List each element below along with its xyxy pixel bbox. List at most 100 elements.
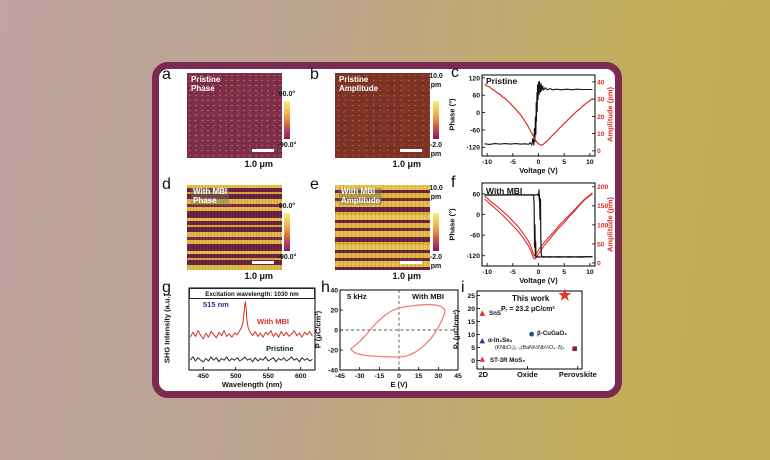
svg-text:200: 200 [597, 184, 609, 191]
afm-image-pristine-phase: Pristine Phase [187, 73, 282, 158]
afm-image-title: Pristine Amplitude [339, 75, 379, 93]
svg-text:100: 100 [597, 222, 609, 229]
svg-text:25: 25 [467, 293, 475, 300]
peak-label-515nm: 515 nm [203, 300, 229, 309]
colorbar-min-label-d: -90.0° [277, 254, 297, 261]
colorbar-amplitude-b [433, 101, 439, 139]
chart-pe-hysteresis: -45 -30 -15 0 15 30 45 40 20 0 -20 -40 [328, 287, 462, 380]
axis-label-amplitude-c: Amplitude (pm) [605, 87, 615, 142]
svg-text:Oxide: Oxide [517, 370, 538, 379]
colorbar-phase-a [284, 101, 290, 139]
panel-letter-f: f [451, 174, 456, 191]
afm-image-title: With MBI Phase [191, 187, 230, 205]
panel-letter-g: g [162, 279, 171, 296]
afm-image-mbi-phase: With MBI Phase [187, 185, 282, 270]
svg-text:5: 5 [562, 159, 566, 166]
svg-text:2D: 2D [479, 370, 489, 379]
panel-letter-d: d [162, 176, 171, 193]
axis-label-voltage-c: Voltage (V) [519, 166, 558, 175]
svg-text:150: 150 [597, 203, 609, 210]
svg-text:500: 500 [230, 373, 242, 380]
svg-text:-60: -60 [470, 233, 480, 240]
svg-text:600: 600 [295, 373, 307, 380]
excitation-wavelength-box: Excitation wavelength: 1030 nm [189, 288, 315, 299]
svg-text:50: 50 [597, 241, 605, 248]
svg-text:-5: -5 [510, 269, 516, 276]
svg-text:45: 45 [454, 373, 462, 380]
svg-text:15: 15 [467, 319, 475, 326]
panel-letter-i: i [461, 279, 465, 296]
scale-bar [252, 261, 274, 264]
svg-text:30: 30 [435, 373, 443, 380]
point-label-mos2: ST-3R MoS₂ [490, 357, 526, 364]
svg-text:20: 20 [597, 114, 605, 121]
colorbar-max-label-d: 90.0° [278, 203, 296, 210]
scalebar-label-d: 1.0 μm [244, 271, 273, 281]
svg-text:0: 0 [476, 212, 480, 219]
sample-label-with-mbi: With MBI [412, 292, 445, 301]
chart-f-title: With MBI [486, 186, 523, 196]
colorbar-min-label-e: -2.0 pm [429, 254, 443, 270]
axis-label-phase-f: Phase (°) [447, 208, 457, 241]
chart-pr-comparison: 2D Oxide Perovskite 25 20 15 10 5 0 [467, 290, 597, 379]
afm-image-pristine-amplitude: Pristine Amplitude [335, 73, 430, 158]
panel-letter-b: b [310, 66, 319, 83]
panel-letter-c: c [451, 64, 459, 81]
svg-text:0: 0 [537, 269, 541, 276]
colorbar-amplitude-e [433, 213, 439, 251]
svg-text:40: 40 [597, 79, 605, 86]
svg-text:-20: -20 [328, 347, 338, 354]
svg-text:-120: -120 [466, 145, 480, 152]
svg-text:450: 450 [198, 373, 210, 380]
svg-text:10: 10 [467, 332, 475, 339]
svg-text:-40: -40 [328, 367, 338, 374]
svg-text:0: 0 [334, 327, 338, 334]
svg-text:-45: -45 [335, 373, 345, 380]
panel-letter-a: a [162, 66, 171, 83]
afm-image-title: Pristine Phase [191, 75, 221, 93]
chart-c-title: Pristine [486, 76, 518, 86]
this-work-label: This work [512, 294, 550, 303]
point-label-in2se3: α-In₂Se₃ [488, 337, 513, 344]
axis-label-voltage-f: Voltage (V) [519, 276, 558, 285]
svg-text:15: 15 [415, 373, 423, 380]
colorbar-max-label-e: 10.0 pm [429, 185, 443, 201]
svg-text:10: 10 [586, 159, 594, 166]
svg-text:0: 0 [597, 260, 601, 267]
scalebar-label-e: 1.0 μm [392, 271, 421, 281]
series-label-pristine: Pristine [266, 344, 294, 353]
svg-text:40: 40 [330, 287, 338, 294]
svg-text:0: 0 [537, 159, 541, 166]
colorbar-max-label-a: 90.0° [278, 91, 296, 98]
scalebar-label-b: 1.0 μm [392, 159, 421, 169]
scale-bar [400, 261, 422, 264]
point-label-cugao2: β-CuGaO₂ [537, 330, 567, 337]
afm-image-mbi-amplitude: With MBI Amplitude [335, 185, 430, 270]
pr-value-label: Pᵣ = 23.2 μC/cm² [501, 306, 555, 313]
svg-text:-5: -5 [510, 159, 516, 166]
svg-text:-60: -60 [470, 127, 480, 134]
svg-text:-120: -120 [466, 253, 480, 260]
svg-text:0: 0 [597, 148, 601, 155]
colorbar-min-label-a: -90.0° [277, 142, 297, 149]
svg-text:10: 10 [597, 131, 605, 138]
svg-text:0: 0 [397, 373, 401, 380]
svg-text:30: 30 [597, 97, 605, 104]
point-label-sns: SnS [489, 310, 502, 317]
colorbar-min-label-b: -2.0 pm [429, 142, 443, 158]
colorbar-max-label-b: 10.0 pm [429, 73, 443, 89]
svg-text:-15: -15 [374, 373, 384, 380]
svg-text:20: 20 [330, 307, 338, 314]
point-label-knbo3: (KNbO₃)₁₋ₓ(BaNi½Nb½O₃₋δ)ₓ [495, 345, 565, 351]
svg-text:-10: -10 [482, 269, 492, 276]
axis-label-field: E (V) [390, 380, 408, 389]
svg-text:5: 5 [562, 269, 566, 276]
panel-letter-e: e [310, 176, 319, 193]
svg-text:5: 5 [471, 345, 475, 352]
svg-text:120: 120 [469, 75, 481, 82]
svg-text:-30: -30 [355, 373, 365, 380]
panel-letter-h: h [321, 279, 330, 296]
axis-label-pr: Pᵣ (μC/cm²) [451, 309, 461, 350]
colorbar-phase-d [284, 213, 290, 251]
svg-text:10: 10 [586, 269, 594, 276]
